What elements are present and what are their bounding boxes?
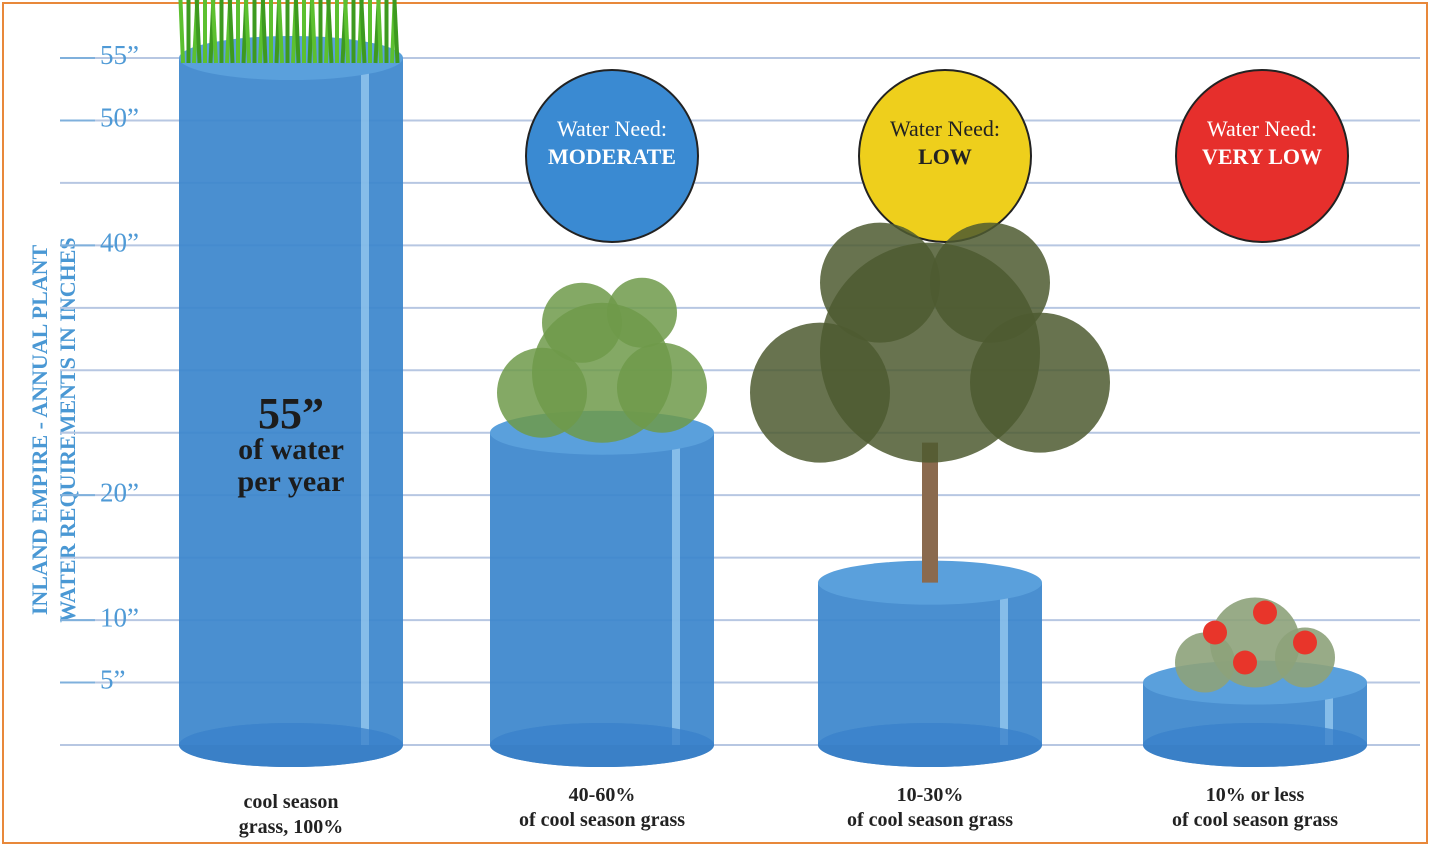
foliage (970, 312, 1110, 453)
cylinder-base-front (179, 723, 403, 767)
cylinder-base-front (1143, 723, 1367, 767)
foliage (820, 222, 940, 343)
y-tick-label: 55” (100, 40, 139, 70)
grass-blade (243, 0, 251, 64)
foliage (497, 347, 587, 438)
trunk (922, 442, 938, 583)
bar (818, 582, 1042, 745)
flower (1253, 600, 1277, 625)
highlight (672, 432, 680, 745)
grass-blade (376, 0, 383, 64)
grass-blade (392, 0, 400, 64)
flower (1293, 630, 1317, 655)
cylinder (490, 410, 714, 767)
y-axis-title: INLAND EMPIRE - ANNUAL PLANT (27, 244, 52, 615)
grass-blade (227, 0, 235, 64)
y-tick-label: 50” (100, 103, 139, 133)
highlight (1325, 682, 1333, 745)
badge (1175, 69, 1349, 243)
badge (525, 69, 699, 243)
highlight (361, 58, 369, 745)
foliage (542, 282, 622, 363)
grass-blade (293, 0, 301, 64)
grass-blade (260, 0, 268, 64)
grass-blade (178, 0, 185, 64)
cylinder (1143, 660, 1367, 767)
x-tick-label: 10% or less of cool season grass (1171, 784, 1339, 831)
bar (490, 432, 714, 745)
highlight (1000, 582, 1008, 745)
x-tick-label: 10-30% of cool season grass (846, 784, 1014, 831)
cylinder-base-front (818, 723, 1042, 767)
grass-blade (194, 0, 202, 64)
bar-annotation: of water (238, 433, 344, 466)
bar-annotation: 55” (258, 389, 324, 438)
cylinder (818, 560, 1042, 767)
grass-blade (276, 0, 284, 64)
cylinder (179, 36, 403, 767)
badge-level: VERY LOW (1202, 144, 1322, 169)
x-tick-label: cool season grass, 100% (238, 791, 344, 838)
foliage (930, 222, 1050, 343)
bar-annotation: per year (238, 465, 345, 498)
grass-blade (359, 0, 367, 64)
grass-blade (343, 0, 350, 64)
x-tick-label: 40-60% of cool season grass (518, 784, 686, 831)
badge (858, 69, 1032, 243)
cylinder-base-front (490, 723, 714, 767)
foliage (1175, 632, 1235, 693)
badge-label: Water Need: (1207, 116, 1317, 141)
badge-label: Water Need: (557, 116, 667, 141)
foliage (1275, 627, 1335, 688)
y-tick-label: 40” (100, 228, 139, 258)
y-tick-label: 5” (100, 665, 125, 695)
grass-blade (310, 0, 317, 64)
y-axis-title: WATER REQUIREMENTS IN INCHES (55, 237, 80, 622)
badge-level: LOW (918, 144, 972, 169)
foliage (750, 322, 890, 463)
flower (1233, 650, 1257, 675)
foliage (617, 342, 707, 433)
badge-level: MODERATE (548, 144, 676, 169)
grass-blade (326, 0, 334, 64)
flower (1203, 620, 1227, 645)
badge-label: Water Need: (890, 116, 1000, 141)
y-tick-label: 10” (100, 602, 139, 632)
y-tick-label: 20” (100, 477, 139, 507)
foliage (607, 277, 677, 348)
grass-blade (210, 0, 218, 64)
